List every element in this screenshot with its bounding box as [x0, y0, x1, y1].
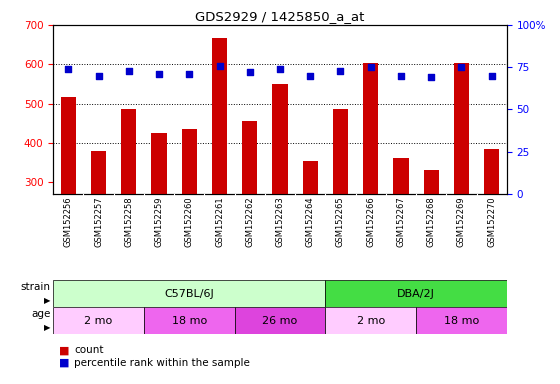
Text: percentile rank within the sample: percentile rank within the sample [74, 358, 250, 368]
Text: GSM152260: GSM152260 [185, 197, 194, 247]
Bar [325, 280, 507, 307]
Point [336, 68, 345, 74]
Text: GSM152265: GSM152265 [336, 197, 345, 247]
Text: C57BL/6J: C57BL/6J [165, 289, 214, 299]
Bar [144, 307, 235, 334]
Bar [454, 63, 469, 194]
Bar [333, 109, 348, 194]
Point [94, 73, 103, 79]
Point [245, 69, 254, 75]
Text: GSM152258: GSM152258 [124, 197, 133, 247]
Bar [91, 151, 106, 194]
Bar [121, 109, 137, 194]
Point [276, 66, 284, 72]
Text: 18 mo: 18 mo [444, 316, 479, 326]
Point [487, 73, 496, 79]
Point [427, 74, 436, 80]
Text: GSM152257: GSM152257 [94, 197, 103, 247]
Text: age: age [31, 309, 50, 319]
Point [124, 68, 133, 74]
Bar [393, 158, 409, 194]
Bar [424, 170, 439, 194]
Text: 18 mo: 18 mo [172, 316, 207, 326]
Text: 2 mo: 2 mo [357, 316, 385, 326]
Point [185, 71, 194, 77]
Text: ■: ■ [59, 358, 69, 368]
Bar [53, 280, 325, 307]
Point [457, 64, 466, 70]
Text: 26 mo: 26 mo [263, 316, 297, 326]
Point [306, 73, 315, 79]
Text: GSM152256: GSM152256 [64, 197, 73, 247]
Bar [416, 307, 507, 334]
Point [396, 73, 405, 79]
Text: GSM152267: GSM152267 [396, 197, 405, 247]
Bar [60, 97, 76, 194]
Bar [484, 149, 500, 194]
Point [155, 71, 164, 77]
Text: ▶: ▶ [44, 323, 50, 331]
Bar [212, 38, 227, 194]
Text: GSM152262: GSM152262 [245, 197, 254, 247]
Text: GSM152268: GSM152268 [427, 197, 436, 247]
Text: GDS2929 / 1425850_a_at: GDS2929 / 1425850_a_at [195, 10, 365, 23]
Bar [242, 121, 258, 194]
Text: GSM152266: GSM152266 [366, 197, 375, 247]
Text: GSM152264: GSM152264 [306, 197, 315, 247]
Text: GSM152263: GSM152263 [276, 197, 284, 247]
Bar [325, 307, 416, 334]
Point [215, 63, 224, 69]
Text: count: count [74, 345, 104, 355]
Text: ■: ■ [59, 345, 69, 355]
Bar [272, 84, 288, 194]
Point [64, 66, 73, 72]
Bar [151, 133, 167, 194]
Bar [363, 63, 379, 194]
Text: GSM152261: GSM152261 [215, 197, 224, 247]
Bar [53, 307, 144, 334]
Text: GSM152269: GSM152269 [457, 197, 466, 247]
Text: strain: strain [20, 282, 50, 292]
Bar [182, 129, 197, 194]
Text: DBA/2J: DBA/2J [397, 289, 435, 299]
Text: ▶: ▶ [44, 296, 50, 305]
Bar [235, 307, 325, 334]
Text: 2 mo: 2 mo [85, 316, 113, 326]
Text: GSM152270: GSM152270 [487, 197, 496, 247]
Point [366, 64, 375, 70]
Bar [302, 161, 318, 194]
Text: GSM152259: GSM152259 [155, 197, 164, 247]
